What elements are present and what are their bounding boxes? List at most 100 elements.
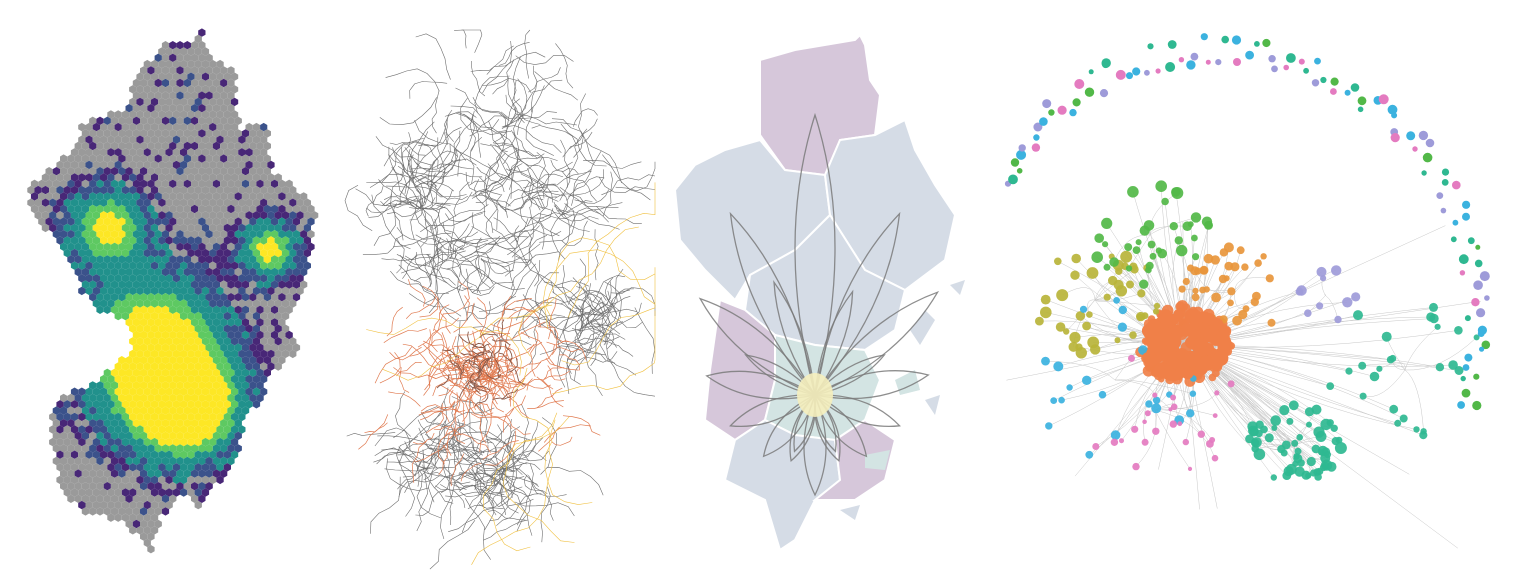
route-line xyxy=(366,317,522,376)
hex-cell xyxy=(289,223,297,233)
route-line xyxy=(567,182,656,318)
hex-cell xyxy=(154,129,162,138)
hex-cell xyxy=(114,513,122,522)
road-segment xyxy=(576,286,606,314)
hex-cell xyxy=(220,356,228,365)
hex-cell xyxy=(234,419,242,428)
hex-cell xyxy=(231,261,239,270)
road-segment xyxy=(390,270,449,294)
hex-cell xyxy=(52,230,60,239)
road-segment xyxy=(531,125,577,145)
hex-cell xyxy=(158,463,166,472)
hex-cell xyxy=(187,349,195,359)
road-segment xyxy=(498,471,516,508)
hex-cell xyxy=(118,192,126,201)
hex-cell xyxy=(220,431,228,440)
hex-cell xyxy=(183,280,191,289)
hex-cell xyxy=(267,311,275,321)
hex-cell xyxy=(74,167,82,176)
graph-node xyxy=(1149,252,1157,260)
hex-cell xyxy=(285,192,293,201)
hex-cell xyxy=(118,507,126,516)
isolated-node xyxy=(1452,219,1459,226)
hex-cell xyxy=(49,173,57,182)
graph-node xyxy=(1212,413,1218,418)
hex-cell xyxy=(129,324,137,333)
hex-cell xyxy=(161,179,170,188)
hex-cell xyxy=(260,122,268,132)
hex-cell xyxy=(231,437,239,447)
hex-cell xyxy=(172,148,180,157)
road-segment xyxy=(393,406,447,439)
hex-cell xyxy=(231,400,239,409)
hex-cell xyxy=(216,425,224,434)
hex-cell xyxy=(125,167,133,176)
hex-cell xyxy=(136,337,144,346)
hex-cell xyxy=(209,362,217,371)
flow-petal xyxy=(773,280,816,396)
hex-cell xyxy=(132,78,140,88)
highlight-road xyxy=(433,426,462,436)
isolated-node xyxy=(1205,59,1211,65)
road-segment xyxy=(528,174,545,210)
hex-cell xyxy=(256,356,264,365)
road-segment xyxy=(526,213,575,227)
hex-cell xyxy=(107,374,115,384)
hex-cell xyxy=(140,179,148,188)
hex-cell xyxy=(49,437,57,447)
hex-cell xyxy=(147,230,155,239)
hex-cell xyxy=(292,293,301,302)
highlight-road xyxy=(447,425,466,456)
hex-cell xyxy=(85,500,93,510)
isolated-node xyxy=(1101,58,1111,68)
graph-node xyxy=(1068,341,1079,352)
hex-cell xyxy=(103,154,111,163)
graph-node xyxy=(1135,239,1142,246)
hex-cell xyxy=(60,192,68,201)
hex-cell xyxy=(150,387,159,396)
hex-cell xyxy=(60,482,68,491)
hex-cell xyxy=(256,242,264,251)
graph-node xyxy=(1227,380,1235,388)
highlight-road xyxy=(466,374,514,386)
hex-cell xyxy=(198,104,206,113)
road-segment xyxy=(429,189,453,231)
hex-cell xyxy=(223,349,231,359)
road-segment xyxy=(434,183,469,201)
highlight-road xyxy=(497,295,512,343)
hex-cell xyxy=(172,488,180,497)
hex-cell xyxy=(194,97,202,107)
hex-cell xyxy=(158,400,166,409)
road-segment xyxy=(553,201,599,222)
isolated-node xyxy=(1479,346,1485,352)
road-segment xyxy=(393,232,452,247)
hex-cell xyxy=(89,507,97,516)
hex-cell xyxy=(103,393,111,403)
hex-cell xyxy=(129,248,137,258)
hex-cell xyxy=(172,135,180,144)
hex-cell xyxy=(140,267,148,277)
hex-cell xyxy=(114,387,122,396)
road-segment xyxy=(480,143,513,199)
hex-cell xyxy=(205,204,213,214)
hex-cell xyxy=(194,437,202,447)
hex-cell xyxy=(212,368,221,377)
hex-cell xyxy=(201,311,210,321)
graph-node xyxy=(1253,448,1266,461)
hex-cell xyxy=(154,444,162,453)
hex-cell xyxy=(274,274,282,283)
hex-cell xyxy=(103,179,111,188)
hex-cell xyxy=(172,412,180,422)
hex-cell xyxy=(78,160,86,170)
hex-cell xyxy=(132,217,140,226)
road-segment xyxy=(452,250,466,293)
road-segment xyxy=(478,464,514,472)
hex-cell xyxy=(271,356,279,365)
road-segment xyxy=(493,217,528,238)
hex-cell xyxy=(52,204,60,214)
highlight-road xyxy=(418,410,450,423)
hex-cell xyxy=(187,412,195,422)
hex-cell xyxy=(89,116,97,125)
road-segment xyxy=(445,491,499,507)
hex-cell xyxy=(289,349,297,359)
